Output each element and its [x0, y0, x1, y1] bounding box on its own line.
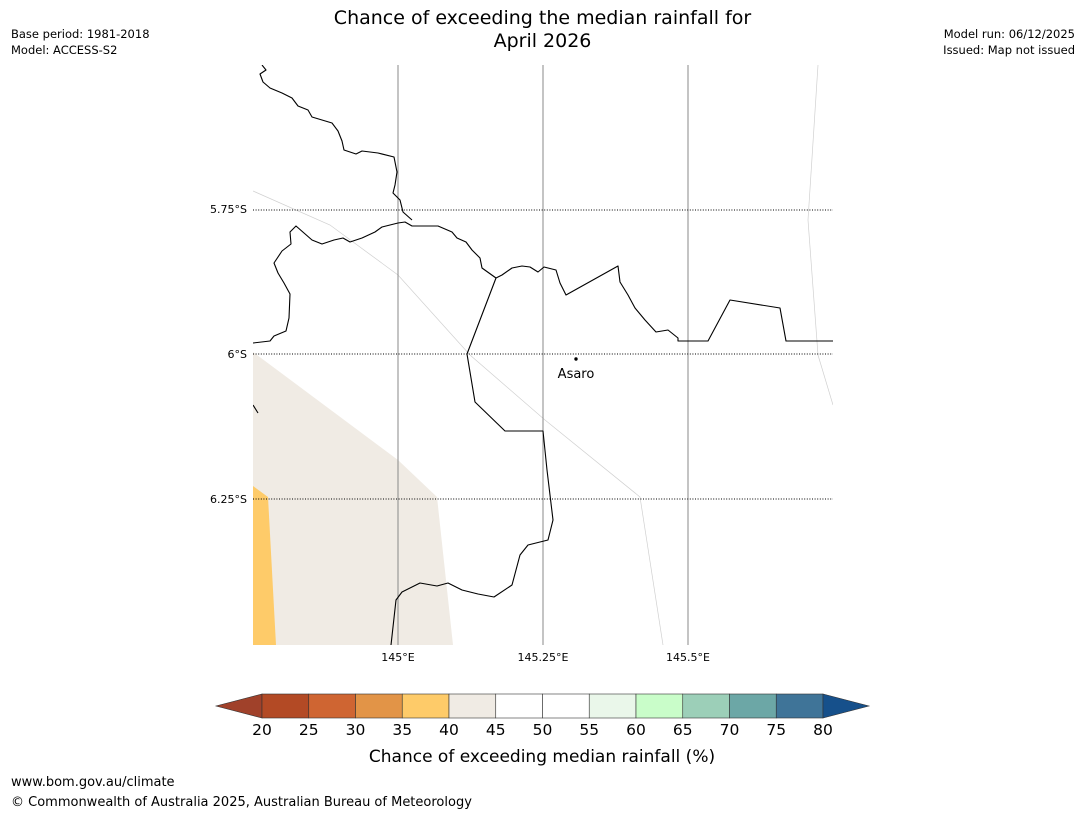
title-line-1: Chance of exceeding the median rainfall … [333, 7, 752, 29]
lat-label-625: 6.25°S [210, 493, 247, 506]
footer-url: www.bom.gov.au/climate [11, 775, 175, 790]
issued-status: Issued: Map not issued [943, 43, 1075, 57]
colorbar-tick-25: 25 [299, 721, 319, 739]
model-name: Model: ACCESS-S2 [11, 43, 118, 57]
lat-label-6: 6°S [228, 348, 247, 361]
colorbar-cell-40-45 [448, 693, 497, 719]
map-title: Chance of exceeding the median rainfall … [0, 7, 1085, 53]
colorbar-cell-70-75 [729, 693, 777, 719]
colorbar-cell-45-50 [495, 693, 543, 719]
base-period: Base period: 1981-2018 [11, 27, 150, 41]
colorbar-tick-75: 75 [766, 721, 786, 739]
colorbar: 20 25 30 35 40 45 50 55 60 65 70 75 80 [214, 693, 871, 739]
latitude-lines [253, 209, 833, 500]
colorbar-cell-65-70 [682, 693, 730, 719]
meta-left: Base period: 1981-2018 Model: ACCESS-S2 [11, 26, 150, 58]
colorbar-cell-35-40 [401, 693, 450, 719]
colorbar-tick-40: 40 [439, 721, 459, 739]
colorbar-tick-30: 30 [346, 721, 366, 739]
colorbar-cell-30-35 [355, 693, 403, 719]
town-label: Asaro [558, 367, 595, 382]
region-35-40 [253, 486, 276, 645]
grid-cell-boundaries [253, 65, 833, 645]
colorbar-tick-35: 35 [392, 721, 412, 739]
meta-right: Model run: 06/12/2025 Issued: Map not is… [943, 26, 1075, 58]
longitude-lines [397, 65, 689, 645]
title-line-2: April 2026 [493, 30, 592, 52]
boundary-north [259, 65, 413, 221]
colorbar-tick-65: 65 [673, 721, 693, 739]
colorbar-cell-60-65 [635, 693, 684, 719]
colorbar-cell-20-25 [261, 693, 310, 719]
model-run: Model run: 06/12/2025 [943, 27, 1075, 41]
boundary-central [253, 221, 833, 344]
footer-copyright: © Commonwealth of Australia 2025, Austra… [11, 795, 472, 810]
colorbar-tick-50: 50 [533, 721, 553, 739]
lon-label-1455: 145.5°E [666, 651, 710, 664]
region-40-45 [253, 352, 453, 645]
colorbar-tick-20: 20 [252, 721, 272, 739]
town-marker [574, 357, 578, 361]
colorbar-cell-25-30 [308, 693, 356, 719]
colorbar-tick-60: 60 [626, 721, 646, 739]
colorbar-cell-50-55 [542, 693, 590, 719]
colorbar-cell-55-60 [588, 693, 637, 719]
map-area [253, 65, 833, 645]
lon-label-14525: 145.25°E [518, 651, 569, 664]
lon-label-145: 145°E [381, 651, 414, 664]
colorbar-tick-80: 80 [813, 721, 833, 739]
colorbar-extend-low [214, 693, 263, 719]
boundaries [253, 65, 833, 645]
boundary-divider [390, 277, 554, 645]
colorbar-tick-55: 55 [579, 721, 599, 739]
colorbar-tick-45: 45 [486, 721, 506, 739]
lat-label-575: 5.75°S [210, 203, 247, 216]
boundary-west-stub [253, 404, 259, 414]
colorbar-title: Chance of exceeding median rainfall (%) [369, 747, 715, 767]
colorbar-tick-70: 70 [720, 721, 740, 739]
colorbar-extend-high [822, 693, 871, 719]
colorbar-cell-75-80 [775, 693, 824, 719]
